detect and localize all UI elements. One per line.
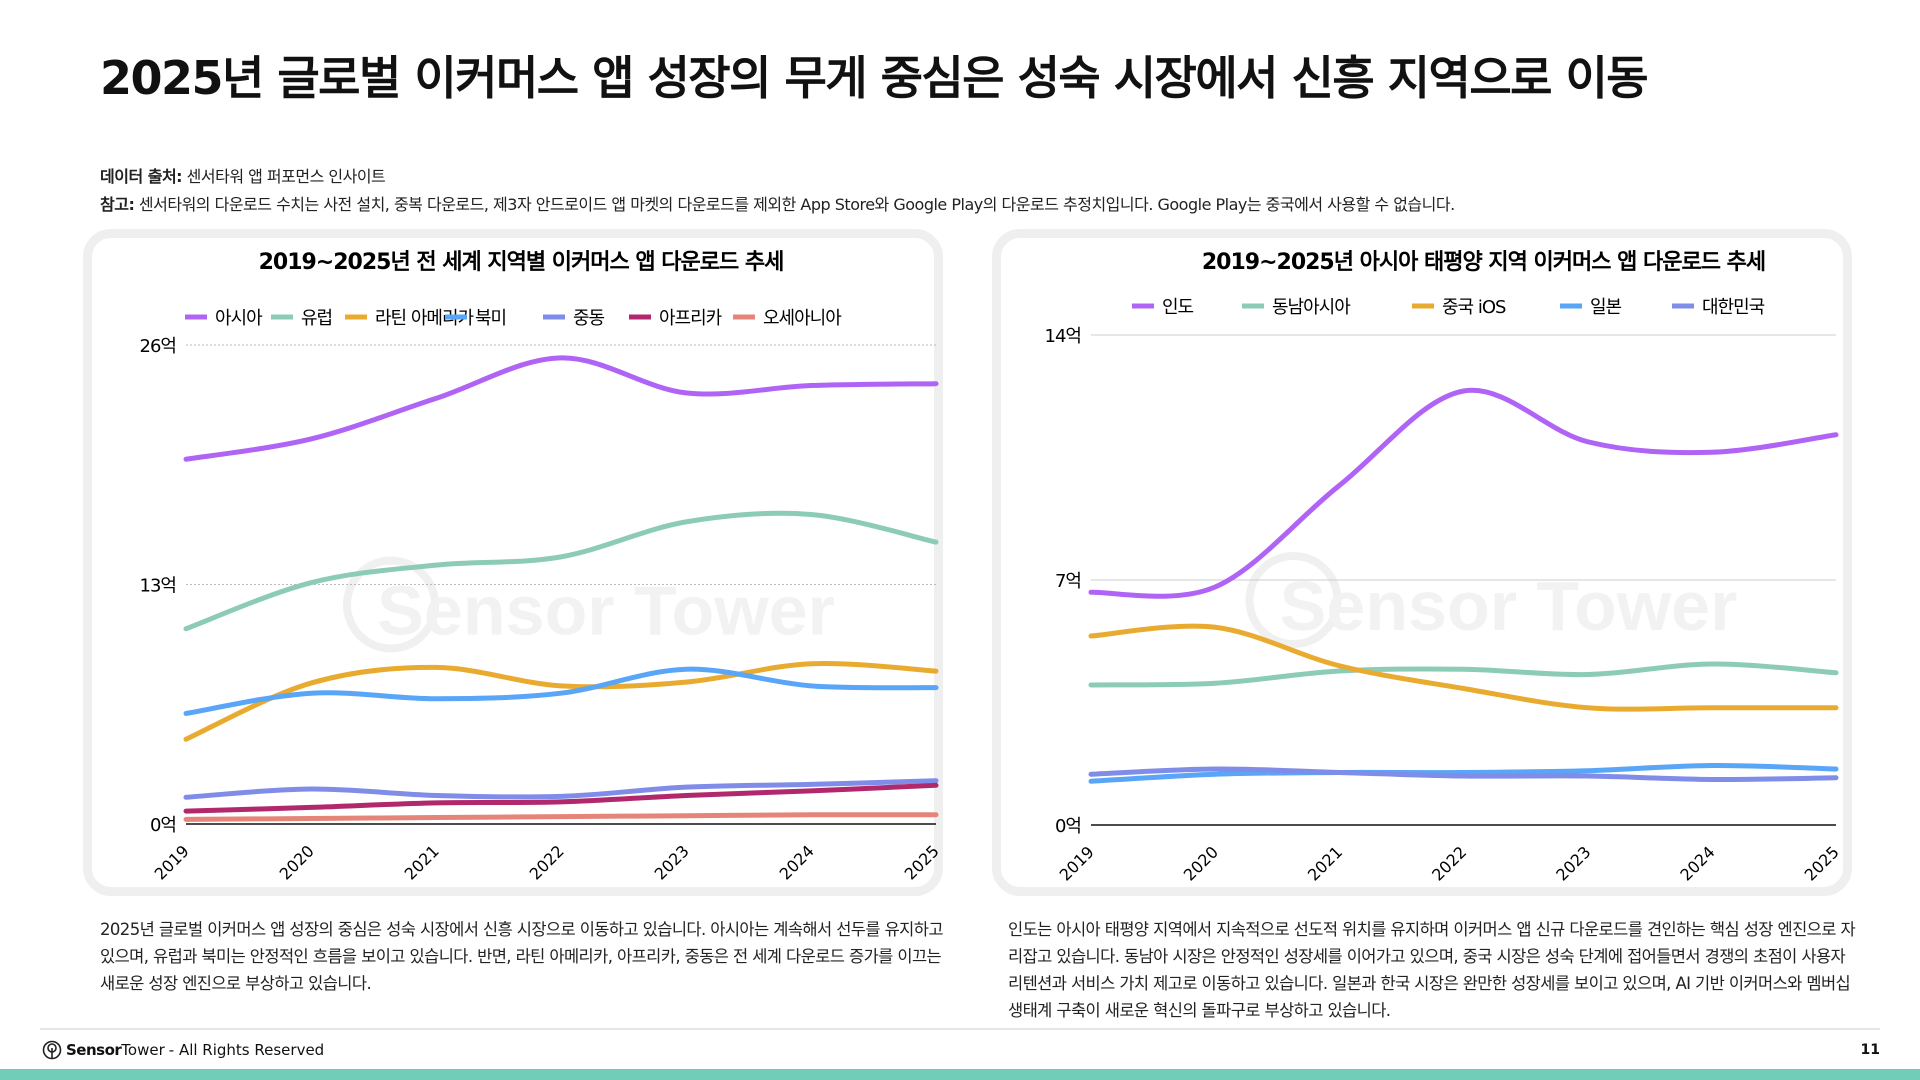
y-tick-label: 14억 xyxy=(1045,326,1081,347)
series-line-대한민국 xyxy=(1088,766,1839,783)
data-source: 데이터 출처: 센서타워 앱 퍼포먼스 인사이트 xyxy=(100,163,386,187)
sensor-tower-logo-icon xyxy=(42,1040,62,1060)
legend-label: 오세아니아 xyxy=(763,308,842,329)
x-tick-label: 2020 xyxy=(276,841,318,883)
global-chart-card: 2019~2025년 전 세계 지역별 이커머스 앱 다운로드 추세 Sensor… xyxy=(83,229,943,896)
x-tick-label: 2019 xyxy=(151,841,193,883)
x-tick-label: 2019 xyxy=(1056,842,1098,884)
x-tick-label: 2022 xyxy=(526,841,568,883)
series-line-유럽 xyxy=(183,510,939,632)
series-line-중동 xyxy=(183,778,939,800)
x-tick-label: 2023 xyxy=(651,841,693,883)
series-line-동남아시아 xyxy=(1088,661,1839,688)
note: 참고: 센서타워의 다운로드 수치는 사전 설치, 중복 다운로드, 제3자 안… xyxy=(100,191,1455,215)
rights-text: - All Rights Reserved xyxy=(168,1041,325,1059)
legend-label: 중동 xyxy=(573,308,605,329)
chart-title: 2019~2025년 아시아 태평양 지역 이커머스 앱 다운로드 추세 xyxy=(1202,250,1765,275)
x-tick-label: 2021 xyxy=(1304,842,1346,884)
y-tick-label: 13억 xyxy=(140,576,176,597)
apac-summary-text: 인도는 아시아 태평양 지역에서 지속적으로 선도적 위치를 유지하며 이커머스… xyxy=(1008,920,1856,1020)
legend-label: 유럽 xyxy=(301,308,332,329)
brand-sensor: Sensor xyxy=(66,1041,122,1059)
footer-brand: Sensor Tower - All Rights Reserved xyxy=(42,1040,324,1060)
legend-label: 아시아 xyxy=(215,308,263,329)
x-tick-label: 2023 xyxy=(1552,842,1594,884)
legend-label: 중국 iOS xyxy=(1442,297,1506,318)
x-tick-label: 2024 xyxy=(1676,842,1718,884)
brand-tower: Tower xyxy=(121,1041,165,1059)
x-tick-label: 2025 xyxy=(1801,842,1843,884)
watermark-logo-icon xyxy=(1245,552,1342,648)
legend-label: 일본 xyxy=(1590,297,1622,318)
y-tick-label: 7억 xyxy=(1055,571,1081,592)
global-summary-text: 2025년 글로벌 이커머스 앱 성장의 중심은 성숙 시장에서 신흥 시장으로… xyxy=(100,920,944,993)
page-title: 2025년 글로벌 이커머스 앱 성장의 무게 중심은 성숙 시장에서 신흥 지… xyxy=(100,51,1649,105)
legend-label: 라틴 아메리카 xyxy=(375,308,474,329)
series-line-북미 xyxy=(183,666,939,716)
legend-label: 인도 xyxy=(1162,297,1194,318)
x-tick-label: 2022 xyxy=(1428,842,1470,884)
legend-label: 북미 xyxy=(475,308,506,329)
x-tick-label: 2020 xyxy=(1180,842,1222,884)
series-line-인도 xyxy=(1088,387,1839,599)
x-tick-label: 2024 xyxy=(776,841,818,883)
apac-chart-card: 2019~2025년 아시아 태평양 지역 이커머스 앱 다운로드 추세 Sens… xyxy=(992,229,1852,896)
accent-bar xyxy=(0,1069,1920,1080)
page-number: 11 xyxy=(1860,1042,1880,1058)
global-downloads-chart: 2019~2025년 전 세계 지역별 이커머스 앱 다운로드 추세 Sensor… xyxy=(140,250,943,884)
series-line-일본 xyxy=(1088,762,1839,784)
watermark-text: Sensor Tower xyxy=(377,572,835,650)
note-label: 참고: xyxy=(100,195,135,214)
legend-label: 대한민국 xyxy=(1702,297,1765,318)
x-tick-label: 2021 xyxy=(401,841,443,883)
series-line-아프리카 xyxy=(183,782,939,814)
source-text: 센서타워 앱 퍼포먼스 인사이트 xyxy=(182,167,386,186)
series-line-라틴 아메리카 xyxy=(183,660,939,742)
watermark-text: Sensor Tower xyxy=(1280,567,1738,645)
y-tick-label: 0억 xyxy=(1055,816,1081,837)
source-label: 데이터 출처: xyxy=(100,167,183,186)
chart-title: 2019~2025년 전 세계 지역별 이커머스 앱 다운로드 추세 xyxy=(259,250,784,275)
series-line-중국 iOS xyxy=(1088,623,1839,712)
series-line-오세아니아 xyxy=(183,812,939,822)
series-line-아시아 xyxy=(183,355,939,462)
footer-divider xyxy=(40,1028,1880,1030)
legend-label: 동남아시아 xyxy=(1272,297,1351,318)
y-tick-label: 0억 xyxy=(150,815,176,836)
apac-downloads-chart: 2019~2025년 아시아 태평양 지역 이커머스 앱 다운로드 추세 Sens… xyxy=(1045,250,1843,885)
legend-label: 아프리카 xyxy=(659,308,722,329)
x-tick-label: 2025 xyxy=(901,841,943,883)
watermark-logo-icon xyxy=(343,556,439,653)
note-text: 센서타워의 다운로드 수치는 사전 설치, 중복 다운로드, 제3자 안드로이드… xyxy=(134,195,1455,214)
y-tick-label: 26억 xyxy=(140,336,176,357)
